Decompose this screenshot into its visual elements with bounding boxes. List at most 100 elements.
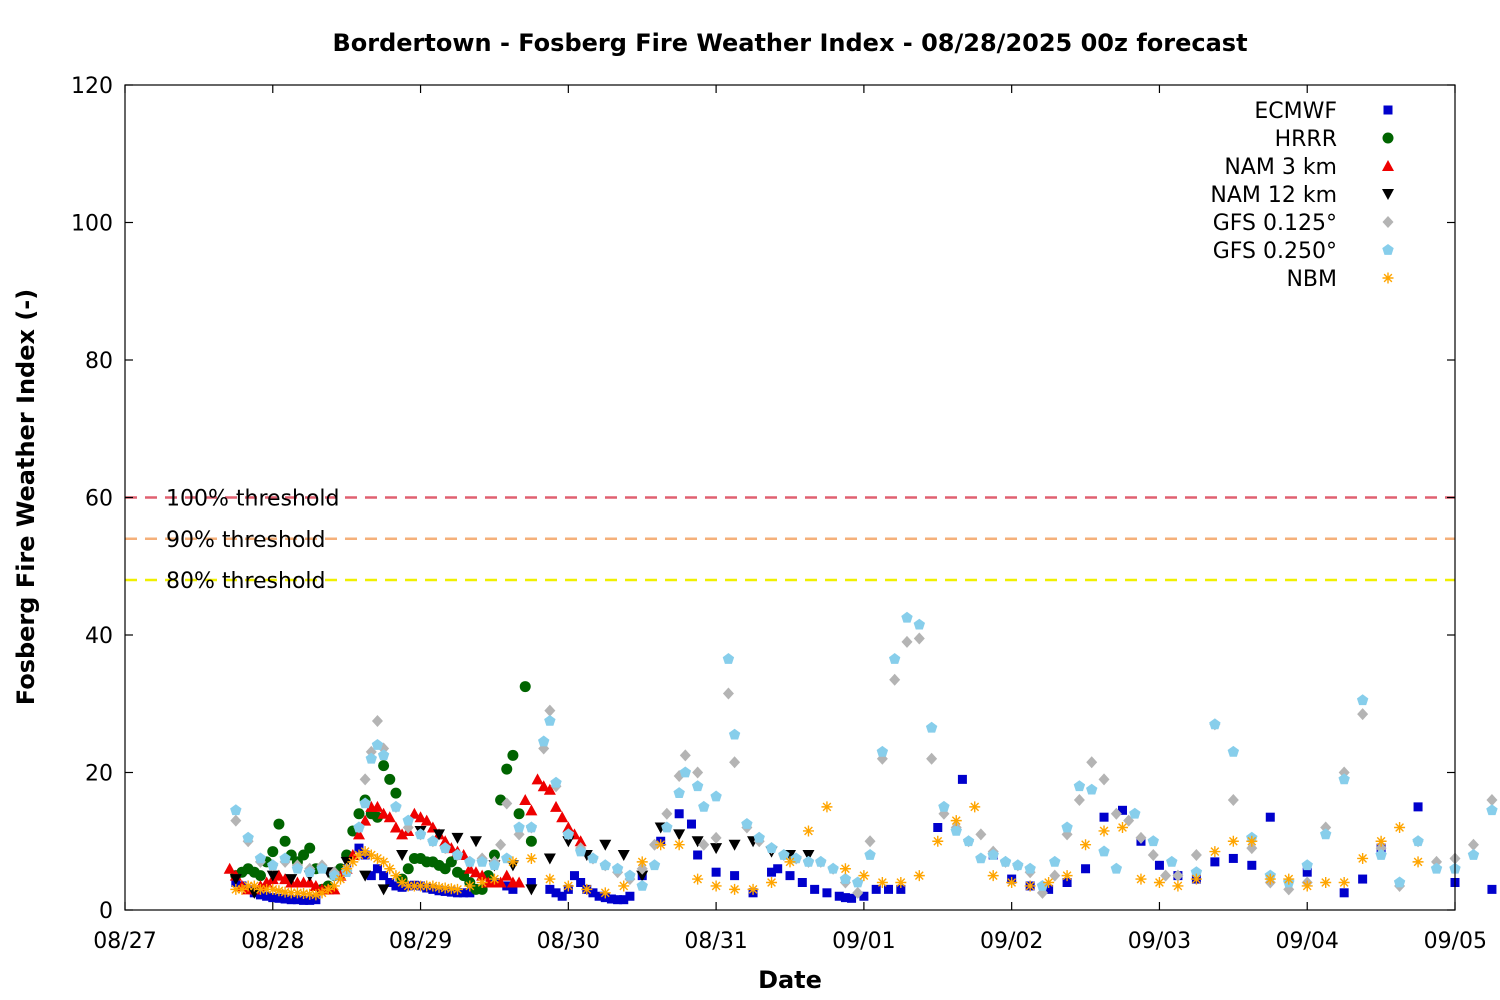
- data-point-ecmwf: [354, 843, 364, 853]
- data-point-gfs-0-250: [599, 859, 611, 871]
- data-point-nbm: [876, 877, 888, 888]
- data-point-hrrr: [513, 808, 525, 820]
- data-point-nam-3-km: [476, 869, 489, 881]
- series-gfs-0-250: [230, 611, 1498, 891]
- data-point-gfs-0-250: [1190, 866, 1203, 878]
- legend-label-gfs-0-125: GFS 0.125°: [1213, 211, 1337, 236]
- data-point-gfs-0-250: [673, 787, 685, 798]
- legend-label-gfs-0-250: GFS 0.250°: [1213, 239, 1337, 264]
- data-point-hrrr: [304, 842, 316, 854]
- data-point-ecmwf: [933, 823, 943, 832]
- data-point-nbm: [310, 889, 322, 901]
- data-point-gfs-0-125: [1467, 838, 1479, 851]
- data-point-nbm: [950, 815, 962, 827]
- data-point-ecmwf: [588, 888, 598, 898]
- data-point-ecmwf: [1210, 857, 1220, 867]
- legend-label-nbm: NBM: [1286, 267, 1337, 292]
- data-point-nam-3-km: [543, 783, 556, 795]
- data-point-gfs-0-250: [815, 855, 827, 867]
- data-point-gfs-0-125: [501, 797, 513, 810]
- data-point-nbm: [396, 877, 408, 888]
- threshold-label-100-threshold: 100% threshold: [166, 487, 340, 512]
- data-point-gfs-0-250: [587, 852, 599, 864]
- data-point-gfs-0-250: [371, 739, 384, 750]
- data-point-nbm: [1246, 835, 1258, 847]
- data-point-ecmwf: [576, 878, 586, 887]
- data-point-nbm: [304, 888, 316, 900]
- data-point-nam-12-km: [377, 884, 390, 896]
- data-point-nam-12-km: [599, 839, 612, 851]
- data-markers: [223, 611, 1498, 905]
- x-tick-label: 09/03: [1128, 929, 1191, 954]
- data-point-gfs-0-250: [359, 797, 371, 809]
- data-point-nam-3-km: [303, 876, 316, 888]
- data-point-nbm: [895, 877, 907, 888]
- data-point-gfs-0-250: [279, 852, 291, 864]
- data-point-nam-3-km: [371, 800, 384, 812]
- data-point-gfs-0-250: [999, 855, 1012, 867]
- data-point-gfs-0-125: [636, 862, 648, 875]
- data-point-nbm: [390, 870, 402, 882]
- data-point-gfs-0-250: [1467, 849, 1480, 860]
- data-point-gfs-0-250: [402, 814, 414, 826]
- data-point-ecmwf: [810, 884, 820, 894]
- data-point-hrrr: [378, 760, 390, 772]
- data-point-nam-3-km: [359, 814, 372, 826]
- data-point-ecmwf: [884, 884, 894, 894]
- data-point-gfs-0-250: [254, 852, 267, 864]
- data-point-gfs-0-250: [1227, 745, 1240, 757]
- data-point-hrrr: [353, 808, 365, 820]
- data-point-nbm: [581, 883, 593, 895]
- data-point-ecmwf: [1118, 805, 1127, 815]
- data-point-gfs-0-250: [267, 859, 279, 871]
- data-point-nbm: [618, 880, 630, 892]
- data-point-hrrr: [525, 835, 537, 847]
- data-point-nbm: [371, 852, 383, 864]
- data-point-hrrr: [273, 818, 285, 830]
- data-point-hrrr: [384, 773, 396, 785]
- legend-label-nam-12-km: NAM 12 km: [1210, 183, 1337, 208]
- data-point-gfs-0-250: [1012, 859, 1024, 871]
- data-point-ecmwf: [773, 864, 783, 874]
- data-point-gfs-0-250: [242, 831, 254, 843]
- data-point-nam-3-km: [352, 828, 365, 840]
- data-point-nbm: [433, 881, 445, 893]
- chart-title: Bordertown - Fosberg Fire Weather Index …: [332, 29, 1247, 57]
- data-point-gfs-0-250: [728, 728, 741, 740]
- data-point-ecmwf: [606, 894, 616, 904]
- data-point-ecmwf: [366, 871, 376, 881]
- data-point-gfs-0-250: [710, 790, 722, 802]
- legend-marker-nam-12-km: [1382, 189, 1394, 200]
- data-point-ecmwf: [551, 888, 561, 898]
- data-point-gfs-0-250: [353, 821, 365, 833]
- data-point-gfs-0-250: [316, 862, 328, 874]
- data-point-nbm: [1135, 873, 1147, 885]
- data-point-ecmwf: [508, 884, 518, 894]
- data-point-nam-3-km: [377, 807, 390, 819]
- data-point-gfs-0-125: [359, 773, 371, 786]
- data-point-nbm: [1080, 839, 1092, 851]
- data-point-nbm: [858, 870, 870, 882]
- data-point-gfs-0-125: [544, 704, 556, 717]
- legend-label-nam-3-km: NAM 3 km: [1224, 155, 1337, 180]
- x-axis: 08/27 08/28 08/29 08/30 08/31 09/01 09/02 09/03…: [93, 85, 1487, 954]
- y-tick-label: 0: [99, 899, 113, 924]
- data-point-gfs-0-125: [1073, 794, 1085, 806]
- data-point-gfs-0-125: [692, 766, 704, 779]
- y-tick-label: 20: [85, 762, 113, 787]
- data-point-nbm: [236, 883, 248, 895]
- data-point-ecmwf: [1044, 884, 1054, 894]
- data-point-nbm: [341, 863, 353, 875]
- data-point-hrrr: [519, 681, 531, 693]
- y-axis-title: Fosberg Fire Weather Index (-): [12, 289, 40, 705]
- data-point-gfs-0-125: [1357, 708, 1369, 721]
- legend-marker-gfs-0-125: [1382, 216, 1394, 228]
- data-point-nam-3-km: [383, 811, 396, 823]
- data-point-gfs-0-250: [1209, 718, 1221, 730]
- data-point-ecmwf: [379, 871, 389, 881]
- data-point-nam-12-km: [229, 874, 242, 886]
- data-point-gfs-0-250: [1061, 821, 1073, 833]
- data-point-nam-3-km: [309, 879, 322, 891]
- data-point-nbm: [1301, 880, 1313, 892]
- data-point-ecmwf: [1413, 802, 1423, 812]
